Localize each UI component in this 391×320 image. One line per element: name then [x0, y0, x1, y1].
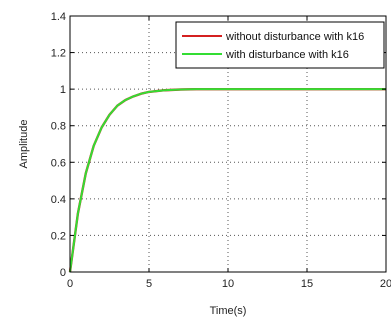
y-tick-label: 0 — [60, 267, 66, 279]
legend-label-2: with disturbance with k16 — [225, 49, 349, 61]
x-tick-label: 5 — [146, 278, 152, 290]
x-axis-label: Time(s) — [210, 305, 247, 317]
x-tick-label: 0 — [67, 278, 73, 290]
y-tick-label: 1.4 — [51, 11, 66, 23]
x-tick-label: 20 — [380, 278, 391, 290]
axis-ticks: 0 5 10 15 20 0 0.2 0.4 0.6 0.8 1 1.2 1.4 — [51, 11, 391, 290]
grid — [70, 16, 386, 272]
legend-box — [175, 21, 385, 69]
legend: without disturbance with k16 with disturb… — [175, 21, 385, 69]
legend-label-1: without disturbance with k16 — [225, 31, 364, 43]
series-line-2 — [69, 88, 386, 273]
x-tick-label: 15 — [301, 278, 313, 290]
y-axis-label: Amplitude — [18, 120, 30, 169]
y-tick-label: 0.8 — [51, 121, 66, 133]
x-tick-label: 10 — [222, 278, 234, 290]
y-tick-label: 1 — [60, 84, 66, 96]
y-tick-label: 0.4 — [51, 194, 66, 206]
y-tick-label: 1.2 — [51, 48, 66, 60]
series-group — [68, 87, 386, 273]
y-tick-label: 0.6 — [51, 157, 66, 169]
y-tick-label: 0.2 — [51, 230, 66, 242]
